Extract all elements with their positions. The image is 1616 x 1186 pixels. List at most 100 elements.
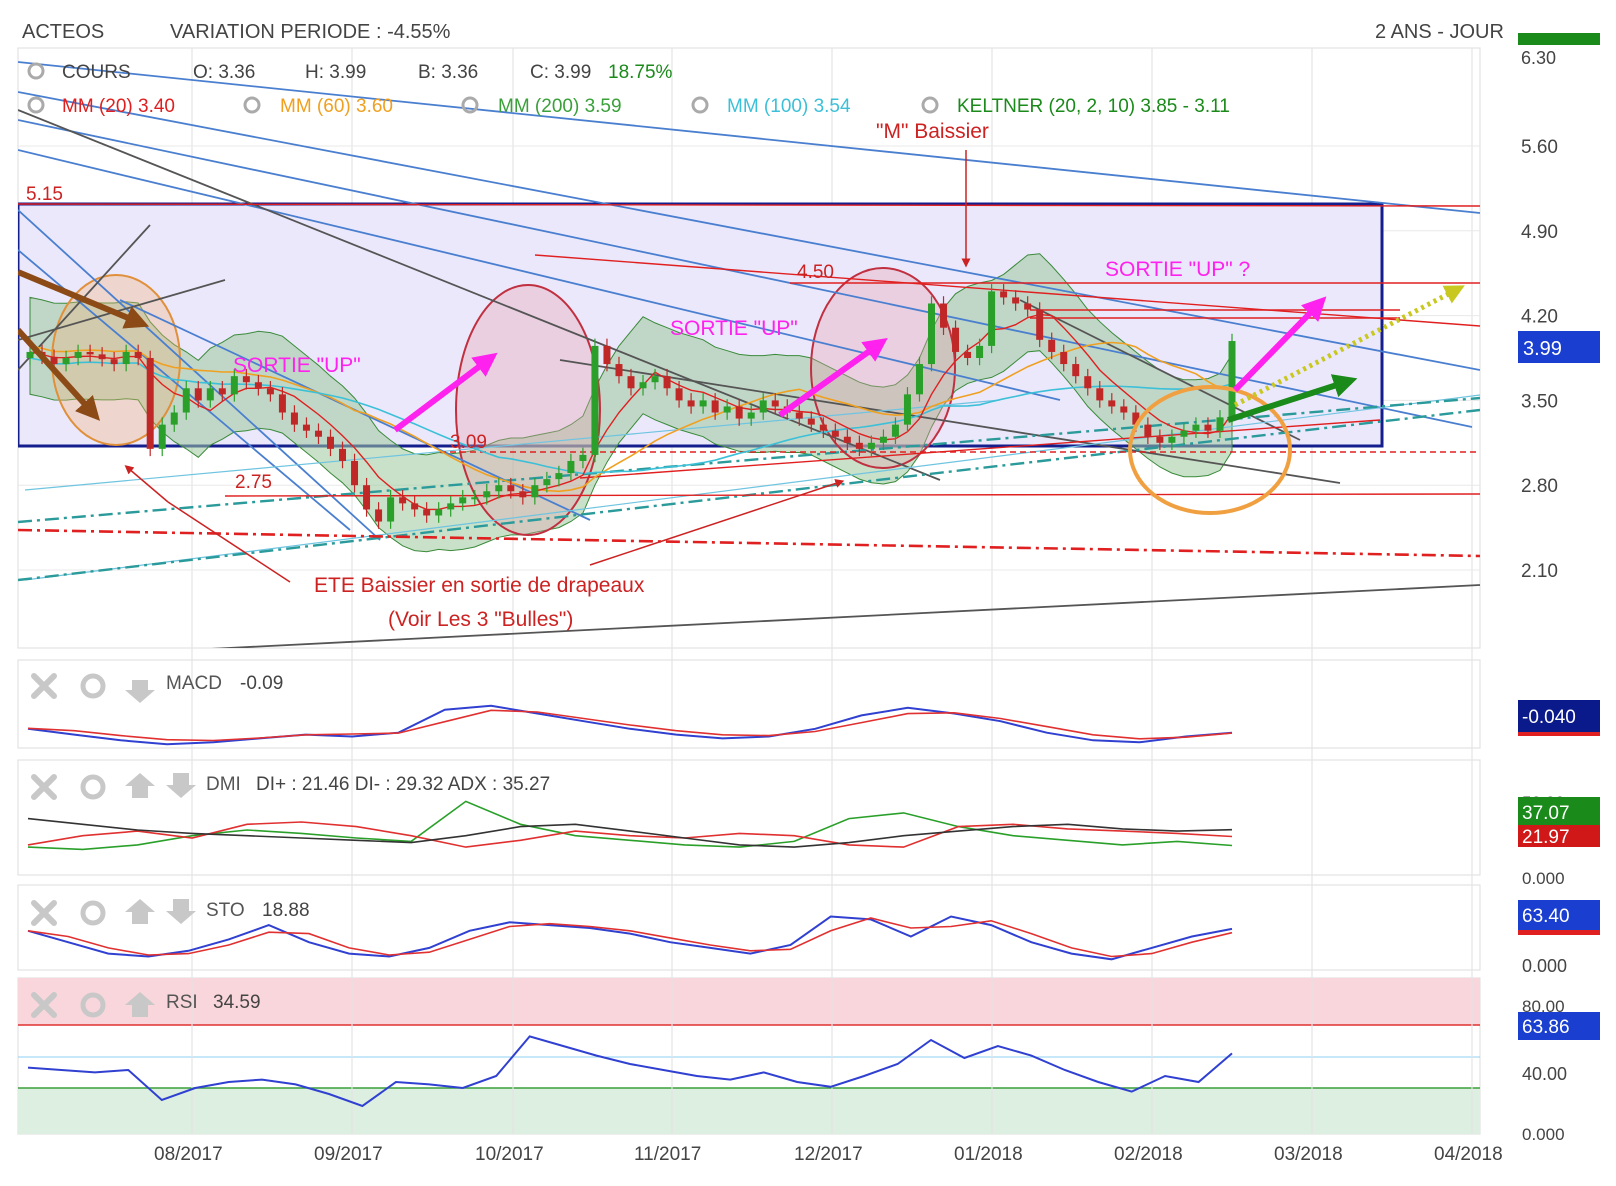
brown-arrow-down <box>18 327 101 421</box>
candle-body <box>302 424 310 431</box>
close-icon[interactable] <box>31 774 57 800</box>
close-icon[interactable] <box>31 673 57 699</box>
price-tick-label: 5.60 <box>1521 137 1558 158</box>
price-tick-top-clipped: 6.30 <box>1521 48 1556 68</box>
level-309: 3.09 <box>450 432 487 453</box>
candle-body <box>98 354 106 360</box>
candle-body <box>940 303 948 328</box>
x-tick-label: 12/2017 <box>794 1144 863 1165</box>
ete-label-line1: ETE Baissier en sortie de drapeaux <box>314 574 645 597</box>
rsi-tick-top: 80.00 <box>1522 997 1565 1016</box>
x-tick-label: 03/2018 <box>1274 1144 1343 1165</box>
bubble-3 <box>810 267 956 469</box>
candle-body <box>976 345 984 358</box>
close-icon[interactable] <box>31 992 57 1018</box>
candle-body <box>1192 424 1200 431</box>
candle-body <box>615 364 623 377</box>
arrow-up-icon[interactable] <box>125 992 155 1017</box>
sortie-up-label-3: SORTIE "UP" ? <box>1105 258 1250 281</box>
candle-body <box>879 436 887 443</box>
bubble-2 <box>455 284 601 536</box>
rsi-badge-text: 63.86 <box>1522 1017 1570 1038</box>
arrow-down-icon[interactable] <box>166 773 196 798</box>
dmi-value: DI+ : 21.46 DI- : 29.32 ADX : 35.27 <box>256 774 550 795</box>
dmi-red-badge-text: 21.97 <box>1522 827 1570 848</box>
gear-icon[interactable] <box>80 900 106 926</box>
candle-body <box>699 400 707 407</box>
clipped-badge <box>1518 33 1600 45</box>
sto-value: 18.88 <box>262 900 310 921</box>
gear-icon[interactable] <box>27 96 45 114</box>
open-value: O: 3.36 <box>193 62 255 83</box>
macd-signal-line <box>27 709 1233 742</box>
level-275: 2.75 <box>235 472 272 493</box>
price-tick-label: 3.50 <box>1521 391 1558 412</box>
price-tick-label: 2.80 <box>1521 476 1558 497</box>
arrow-down-icon[interactable] <box>166 899 196 924</box>
sto-badge-underline <box>1518 930 1600 935</box>
panel-controls <box>31 673 57 1018</box>
candle-body <box>170 412 178 425</box>
gear-icon[interactable] <box>80 774 106 800</box>
candle-body <box>1120 406 1128 413</box>
rsi-value: 34.59 <box>213 992 261 1013</box>
sto-d-line <box>27 917 1233 958</box>
candle-body <box>230 376 238 395</box>
arrow-down-icon[interactable] <box>125 680 155 703</box>
arrow-up-icon[interactable] <box>125 773 155 798</box>
price-tick-label: 4.20 <box>1521 307 1558 328</box>
close-icon[interactable] <box>31 900 57 926</box>
candle-body <box>891 424 899 437</box>
mm60-legend: MM (60) 3.60 <box>280 96 393 117</box>
candle-body <box>1180 430 1188 437</box>
green-arrow <box>1227 374 1358 423</box>
candle-body <box>843 436 851 443</box>
orange-circle <box>1128 385 1292 515</box>
macd-badge-text: -0.040 <box>1522 707 1576 728</box>
change-pct: 18.75% <box>608 62 673 83</box>
period-text[interactable]: 2 ANS - JOUR <box>1375 21 1504 43</box>
candle-body <box>290 412 298 425</box>
light-blue-lines <box>24 394 1480 581</box>
candle-body <box>1156 436 1164 443</box>
candle-body <box>375 509 383 522</box>
gear-icon[interactable] <box>921 96 939 114</box>
macd-badge <box>1518 700 1600 732</box>
candle-body <box>663 376 671 389</box>
gear-icon[interactable] <box>691 96 709 114</box>
candle-body <box>74 351 82 358</box>
ete-arrow-1 <box>124 465 169 503</box>
current-price-badge <box>1518 331 1600 363</box>
high-value: H: 3.99 <box>305 62 366 83</box>
price-axis: 5.60 4.90 4.20 3.50 2.80 2.10 <box>1521 137 1558 582</box>
candle-body <box>735 406 743 419</box>
current-price-text: 3.99 <box>1523 338 1562 360</box>
candle-body <box>1168 436 1176 443</box>
candle-body <box>459 497 467 504</box>
gear-icon[interactable] <box>27 62 45 80</box>
candle-body <box>519 491 527 498</box>
candle-body <box>1012 297 1020 304</box>
candle-body <box>771 400 779 407</box>
candle-body <box>1144 424 1152 437</box>
sortie-up-label-2: SORTIE "UP" <box>670 317 798 340</box>
gear-icon[interactable] <box>80 673 106 699</box>
gear-icon[interactable] <box>461 96 479 114</box>
candle-body <box>62 358 70 365</box>
candle-body <box>603 345 611 365</box>
gear-icon[interactable] <box>243 96 261 114</box>
gear-icon[interactable] <box>80 992 106 1018</box>
variation-text: VARIATION PERIODE : -4.55% <box>170 21 451 43</box>
candle-body <box>928 303 935 365</box>
dmi-label: DMI <box>206 774 241 795</box>
candle-body <box>759 400 767 413</box>
candle-body <box>1204 424 1212 431</box>
arrow-up-icon[interactable] <box>125 899 155 924</box>
ete-pointer-1 <box>167 501 291 583</box>
candle-body <box>1036 309 1044 340</box>
candle-body <box>915 364 923 395</box>
candle-body <box>1072 364 1080 377</box>
candle-body <box>639 382 647 389</box>
close-value: C: 3.99 <box>530 62 591 83</box>
candle-body <box>1228 341 1236 418</box>
